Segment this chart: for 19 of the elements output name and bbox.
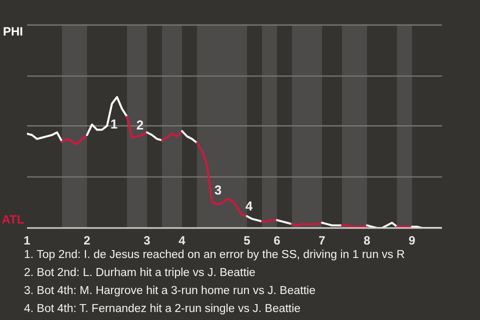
x-tick-label: 5 [244,234,251,248]
x-tick-label: 9 [408,234,416,248]
x-tick-label: 3 [144,234,151,248]
x-tick-label: 1 [24,234,31,248]
text: 4. Bot 4th: T. Fernandez hit a 2-run single vs J. Beattie [24,302,302,317]
x-tick-label: 4 [178,234,186,248]
x-tick-label: 6 [274,234,281,248]
text: ATL [2,212,24,228]
annotation: 3 [214,182,222,198]
x-tick-label: 2 [84,234,91,248]
text: 2. Bot 2nd: L. Durham hit a triple vs J. Beattie [24,266,256,281]
text: 1. Top 2nd: I. de Jesus reached on an error by the SS, driving in 1 run vs R [24,248,405,263]
x-tick-label: 7 [318,234,326,248]
text: PHI [2,24,24,40]
annotation: 4 [245,198,253,214]
annotation: 2 [136,118,144,132]
text: 3. Bot 4th: M. Hargrove hit a 3-run home run vs J. Beattie [24,284,316,299]
annotation: 1 [110,116,118,132]
x-tick-label: 8 [364,234,371,248]
